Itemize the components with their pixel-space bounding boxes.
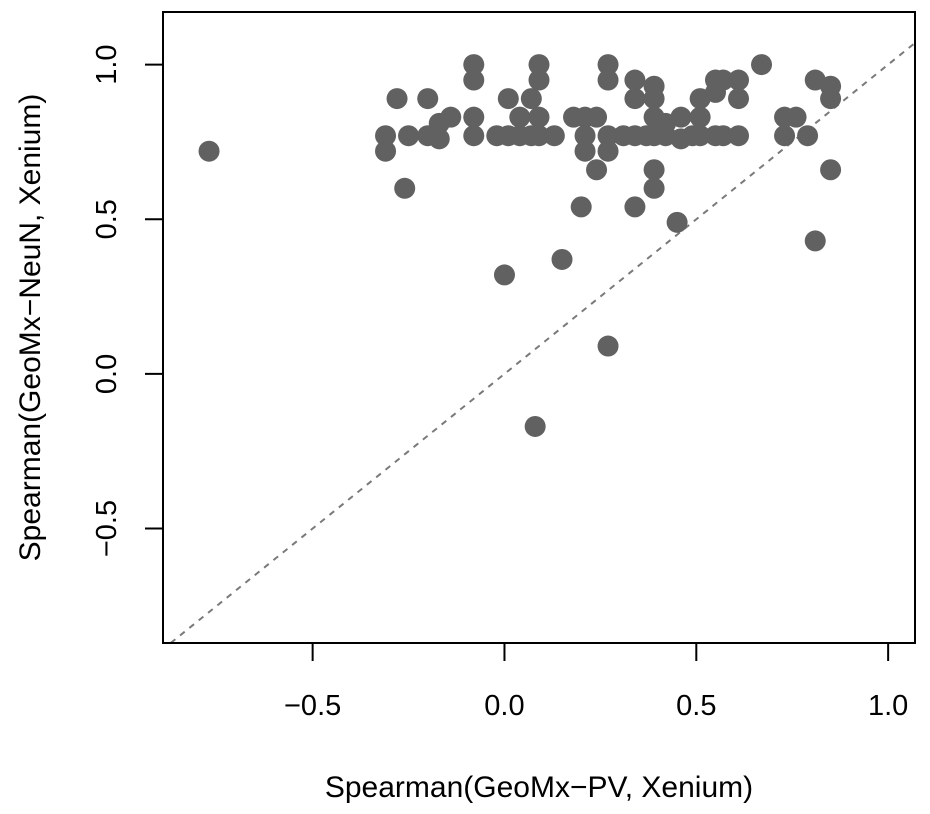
data-point [463, 125, 485, 147]
x-tick-label: 0.5 [676, 690, 716, 722]
data-point [728, 69, 750, 91]
x-axis-label: Spearman(GeoMx−PV, Xenium) [325, 771, 753, 804]
x-tick-label: 0.0 [484, 690, 524, 722]
data-point [428, 128, 450, 150]
data-point [394, 177, 416, 199]
data-point [398, 125, 420, 147]
y-tick-label: 0.0 [91, 354, 123, 394]
plot-frame [162, 11, 916, 644]
data-point [463, 54, 485, 76]
data-point [386, 88, 408, 110]
data-point [666, 211, 688, 233]
data-point [774, 125, 796, 147]
data-point [528, 125, 550, 147]
data-point [624, 69, 646, 91]
data-point [375, 125, 397, 147]
data-point [804, 230, 826, 252]
data-point [375, 140, 397, 162]
data-point [597, 125, 619, 147]
data-point [785, 106, 807, 128]
y-tick-label: 0.5 [91, 199, 123, 239]
data-point [574, 125, 596, 147]
data-point [728, 88, 750, 110]
data-point [198, 140, 220, 162]
data-point [570, 196, 592, 218]
y-axis: −0.5 0.0 0.5 1.0 [91, 44, 164, 557]
data-point [643, 159, 665, 181]
data-point [528, 69, 550, 91]
data-point [689, 106, 711, 128]
data-point [551, 248, 573, 270]
data-point [728, 125, 750, 147]
data-point [712, 69, 734, 91]
data-point [463, 69, 485, 91]
data-point [574, 140, 596, 162]
data-point [820, 88, 842, 110]
x-tick-label: 1.0 [868, 690, 908, 722]
data-point [670, 106, 692, 128]
data-point [493, 264, 515, 286]
data-point [751, 54, 773, 76]
data-point [543, 125, 565, 147]
y-axis-label: Spearman(GeoMx−NeuN, Xenium) [14, 94, 47, 562]
data-point [689, 125, 711, 147]
data-point [643, 177, 665, 199]
x-tick-label: −0.5 [284, 690, 341, 722]
data-point [509, 106, 531, 128]
data-point [597, 140, 619, 162]
data-point [520, 88, 542, 110]
data-point [820, 159, 842, 181]
data-point [528, 106, 550, 128]
data-points [198, 54, 842, 437]
data-point [597, 69, 619, 91]
data-point [417, 88, 439, 110]
x-axis: −0.5 0.0 0.5 1.0 [284, 642, 908, 722]
data-point [597, 54, 619, 76]
y-tick-label: 1.0 [91, 44, 123, 84]
data-point [524, 415, 546, 437]
data-point [463, 106, 485, 128]
data-point [624, 88, 646, 110]
data-point [624, 196, 646, 218]
data-point [712, 125, 734, 147]
data-point [586, 106, 608, 128]
data-point [440, 106, 462, 128]
data-point [643, 88, 665, 110]
y-tick-label: −0.5 [91, 500, 123, 557]
data-point [528, 54, 550, 76]
data-point [597, 335, 619, 357]
data-point [586, 159, 608, 181]
data-point [497, 88, 519, 110]
data-point [797, 125, 819, 147]
